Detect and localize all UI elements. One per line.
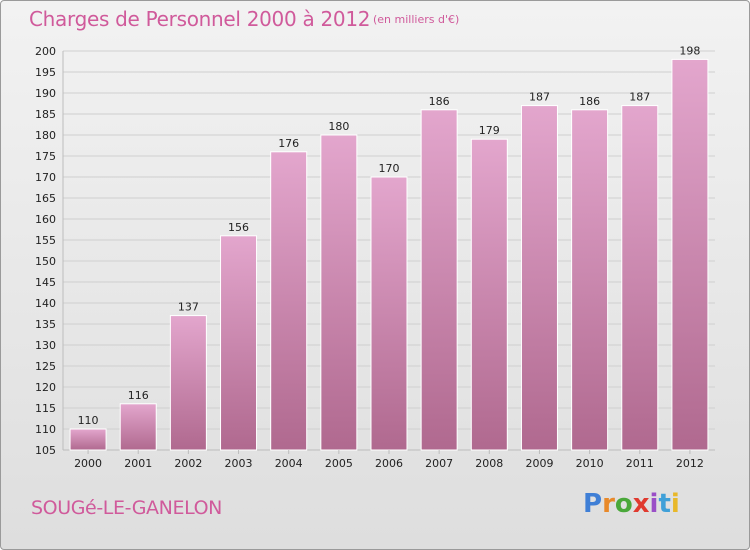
bar	[119, 403, 157, 451]
bar-value-label: 186	[429, 95, 450, 108]
logo-letter: i	[649, 489, 659, 519]
x-tick-label: 2008	[475, 457, 503, 470]
y-tick-label: 160	[35, 213, 56, 226]
bar	[470, 138, 508, 451]
commune-name: SOUGé-LE-GANELON	[31, 497, 222, 519]
bar	[420, 109, 458, 451]
y-tick-label: 155	[35, 234, 56, 247]
y-tick-label: 200	[35, 45, 56, 58]
x-tick-label: 2007	[425, 457, 453, 470]
logo-letter: o	[614, 489, 633, 519]
x-tick-label: 2000	[74, 457, 102, 470]
logo-letter: t	[658, 489, 671, 519]
logo-letter: P	[583, 489, 603, 519]
y-tick-label: 110	[35, 423, 56, 436]
x-tick-label: 2002	[174, 457, 202, 470]
chart-subtitle: (en milliers d'€)	[373, 13, 460, 26]
y-tick-label: 120	[35, 381, 56, 394]
bar-value-label: 170	[379, 162, 400, 175]
x-tick-label: 2009	[525, 457, 553, 470]
bar-value-label: 186	[579, 95, 600, 108]
y-tick-label: 185	[35, 108, 56, 121]
bar-value-label: 198	[679, 44, 700, 57]
bars: 110 116 137 156 176 180 170 186 179 187 186 187 198	[69, 44, 709, 451]
bar-value-label: 110	[78, 414, 99, 427]
chart-title: Charges de Personnel 2000 à 2012	[29, 7, 371, 31]
y-tick-label: 135	[35, 318, 56, 331]
logo-letter: x	[632, 489, 650, 519]
x-tick-label: 2011	[626, 457, 654, 470]
bar	[571, 109, 609, 451]
bar	[69, 428, 107, 451]
bar	[621, 105, 659, 451]
logo-letter: i	[670, 489, 680, 519]
x-tick-label: 2004	[275, 457, 303, 470]
x-tick-label: 2003	[225, 457, 253, 470]
y-tick-label: 165	[35, 192, 56, 205]
x-tick-label: 2012	[676, 457, 704, 470]
bar-value-label: 179	[479, 124, 500, 137]
y-tick-label: 140	[35, 297, 56, 310]
bar-value-label: 137	[178, 301, 199, 314]
bar	[220, 235, 258, 451]
x-tick-label: 2005	[325, 457, 353, 470]
y-tick-label: 195	[35, 66, 56, 79]
bar	[270, 151, 308, 451]
y-tick-label: 170	[35, 171, 56, 184]
x-tick-label: 2001	[124, 457, 152, 470]
bar-value-label: 176	[278, 137, 299, 150]
y-tick-label: 175	[35, 150, 56, 163]
y-tick-label: 115	[35, 402, 56, 415]
y-tick-label: 150	[35, 255, 56, 268]
bar-value-label: 187	[629, 91, 650, 104]
bar-value-label: 156	[228, 221, 249, 234]
y-tick-label: 130	[35, 339, 56, 352]
bar-value-label: 116	[128, 389, 149, 402]
bar	[169, 315, 207, 451]
x-axis: 2000 2001 2002 2003 2004 2005 2006 2007 2008 2009…	[74, 450, 704, 470]
x-tick-label: 2010	[576, 457, 604, 470]
bar	[520, 105, 558, 451]
y-tick-label: 105	[35, 444, 56, 457]
y-tick-label: 145	[35, 276, 56, 289]
x-tick-label: 2006	[375, 457, 403, 470]
proxiti-logo[interactable]: Proxiti	[583, 489, 680, 519]
bar-value-label: 180	[328, 120, 349, 133]
bar-value-label: 187	[529, 91, 550, 104]
logo-letter: r	[602, 489, 615, 519]
y-tick-label: 190	[35, 87, 56, 100]
bar	[671, 58, 709, 451]
bar	[370, 176, 408, 451]
y-tick-label: 180	[35, 129, 56, 142]
bar	[320, 134, 358, 451]
y-tick-label: 125	[35, 360, 56, 373]
